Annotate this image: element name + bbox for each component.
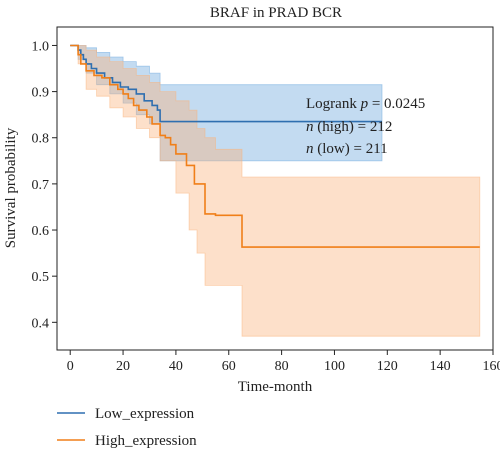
high-expression-curve <box>70 44 480 248</box>
legend-item-high-expression: High_expression <box>57 433 197 449</box>
legend-label: High_expression <box>95 433 197 449</box>
x-tick-label: 80 <box>275 359 289 374</box>
annotation-line: n (low) = 211 <box>306 141 388 157</box>
y-tick-label: 0.4 <box>32 316 50 331</box>
confidence-bands <box>70 45 481 337</box>
x-tick-label: 60 <box>222 359 236 374</box>
chart-title: BRAF in PRAD BCR <box>210 5 342 21</box>
annotation-line: n (high) = 212 <box>306 119 392 135</box>
y-tick-label: 0.8 <box>32 132 50 147</box>
plot-frame <box>56 26 494 351</box>
x-tick-label: 140 <box>430 359 451 374</box>
annotation-line: Logrank p = 0.0245 <box>306 96 425 112</box>
y-axis-label: Survival probability <box>3 127 19 248</box>
y-tick-label: 0.5 <box>32 270 50 285</box>
low-expression-curve <box>70 44 382 123</box>
y-tick-label: 0.7 <box>32 178 50 193</box>
low-expression-confidence-band <box>70 45 383 162</box>
legend: Low_expression High_expression <box>57 406 197 449</box>
x-tick-label: 40 <box>169 359 183 374</box>
y-tick-label: 0.9 <box>32 86 50 101</box>
x-tick-label: 120 <box>377 359 398 374</box>
x-tick-label: 20 <box>116 359 130 374</box>
y-axis: 0.4 0.5 0.6 0.7 0.8 0.9 1.0 <box>32 39 57 331</box>
x-tick-label: 0 <box>67 359 74 374</box>
high-expression-confidence-band <box>70 45 481 337</box>
x-tick-label: 100 <box>324 359 345 374</box>
stats-annotation: Logrank p = 0.0245 n (high) = 212 n (low) … <box>306 96 425 157</box>
legend-item-low-expression: Low_expression <box>57 406 195 422</box>
y-tick-label: 0.6 <box>32 224 50 239</box>
x-axis: 0 20 40 60 80 100 120 140 160 <box>67 350 500 374</box>
survival-curves <box>70 44 480 248</box>
y-tick-label: 1.0 <box>32 39 50 54</box>
x-tick-label: 160 <box>483 359 500 374</box>
legend-label: Low_expression <box>95 406 195 422</box>
x-axis-label: Time-month <box>238 379 313 395</box>
